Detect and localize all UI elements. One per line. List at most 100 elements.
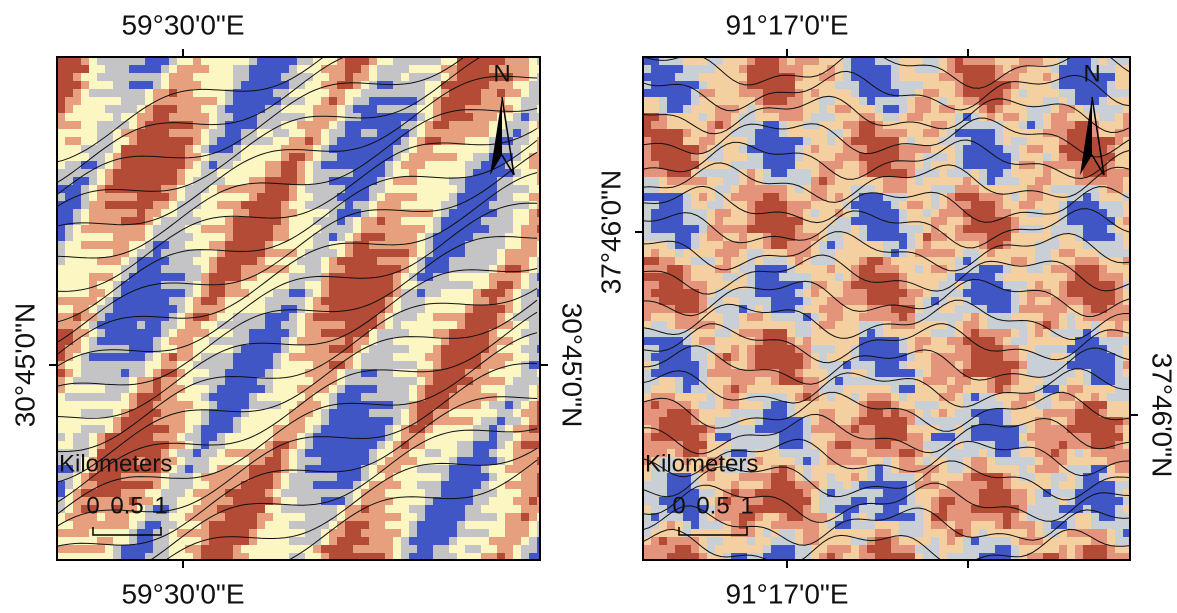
raster-cell xyxy=(417,537,425,545)
raster-cell xyxy=(441,105,449,113)
raster-cell xyxy=(337,385,345,393)
raster-cell xyxy=(449,113,457,121)
raster-cell xyxy=(73,249,81,257)
raster-cell xyxy=(803,113,811,121)
raster-cell xyxy=(121,145,129,153)
raster-cell xyxy=(265,153,273,161)
raster-cell xyxy=(401,513,409,521)
raster-cell xyxy=(137,321,145,329)
raster-cell xyxy=(97,385,105,393)
raster-cell xyxy=(217,377,225,385)
raster-cell xyxy=(763,169,771,177)
raster-cell xyxy=(89,81,97,89)
raster-cell xyxy=(1107,65,1115,73)
raster-cell xyxy=(441,521,449,529)
raster-cell xyxy=(489,209,497,217)
raster-cell xyxy=(265,489,273,497)
raster-cell xyxy=(169,201,177,209)
raster-cell xyxy=(867,89,875,97)
raster-cell xyxy=(153,57,161,65)
raster-cell xyxy=(129,201,137,209)
raster-cell xyxy=(505,369,513,377)
raster-cell xyxy=(265,281,273,289)
raster-cell xyxy=(521,129,529,137)
raster-cell xyxy=(1011,121,1019,129)
raster-cell xyxy=(329,161,337,169)
raster-cell xyxy=(113,353,121,361)
raster-cell xyxy=(121,177,129,185)
raster-cell xyxy=(385,105,393,113)
raster-cell xyxy=(225,353,233,361)
raster-cell xyxy=(361,393,369,401)
raster-cell xyxy=(1059,161,1067,169)
raster-cell xyxy=(473,161,481,169)
raster-cell xyxy=(241,57,249,65)
raster-cell xyxy=(481,337,489,345)
raster-cell xyxy=(521,417,529,425)
raster-cell xyxy=(241,353,249,361)
raster-cell xyxy=(193,489,201,497)
raster-cell xyxy=(329,481,337,489)
raster-cell xyxy=(513,113,521,121)
raster-cell xyxy=(161,329,169,337)
raster-cell xyxy=(691,177,699,185)
raster-cell xyxy=(529,377,537,385)
raster-cell xyxy=(89,113,97,121)
raster-cell xyxy=(145,329,153,337)
raster-cell xyxy=(875,73,883,81)
raster-cell xyxy=(521,81,529,89)
raster-cell xyxy=(529,497,537,505)
raster-cell xyxy=(923,161,931,169)
raster-cell xyxy=(185,121,193,129)
raster-cell xyxy=(1115,81,1123,89)
raster-cell xyxy=(81,441,89,449)
raster-cell xyxy=(273,145,281,153)
raster-cell xyxy=(481,161,489,169)
raster-cell xyxy=(1035,73,1043,81)
raster-cell xyxy=(819,89,827,97)
raster-cell xyxy=(465,97,473,105)
raster-cell xyxy=(225,65,233,73)
raster-cell xyxy=(931,57,939,65)
raster-cell xyxy=(121,65,129,73)
raster-cell xyxy=(489,441,497,449)
raster-cell xyxy=(513,489,521,497)
right-label: 30°45'0"N xyxy=(557,303,588,428)
raster-cell xyxy=(1003,89,1011,97)
raster-cell xyxy=(441,353,449,361)
raster-cell xyxy=(707,81,715,89)
raster-cell xyxy=(185,137,193,145)
raster-cell xyxy=(137,297,145,305)
raster-cell xyxy=(441,537,449,545)
raster-cell xyxy=(249,121,257,129)
raster-cell xyxy=(1027,57,1035,65)
raster-cell xyxy=(497,529,505,537)
raster-cell xyxy=(393,545,401,553)
raster-cell xyxy=(353,153,361,161)
raster-cell xyxy=(465,145,473,153)
raster-cell xyxy=(145,369,153,377)
raster-cell xyxy=(145,297,153,305)
raster-cell xyxy=(739,177,747,185)
raster-cell xyxy=(321,345,329,353)
raster-cell xyxy=(409,185,417,193)
raster-cell xyxy=(377,345,385,353)
raster-cell xyxy=(265,137,273,145)
raster-cell xyxy=(441,377,449,385)
raster-cell xyxy=(65,105,73,113)
raster-cell xyxy=(225,337,233,345)
raster-cell xyxy=(449,153,457,161)
raster-cell xyxy=(433,321,441,329)
raster-cell xyxy=(353,129,361,137)
raster-cell xyxy=(313,529,321,537)
raster-cell xyxy=(651,121,659,129)
raster-cell xyxy=(643,65,651,73)
raster-cell xyxy=(65,505,73,513)
raster-cell xyxy=(1051,145,1059,153)
raster-cell xyxy=(731,185,739,193)
raster-cell xyxy=(97,73,105,81)
raster-cell xyxy=(217,417,225,425)
raster-cell xyxy=(1067,65,1075,73)
raster-cell xyxy=(345,105,353,113)
raster-cell xyxy=(995,105,1003,113)
